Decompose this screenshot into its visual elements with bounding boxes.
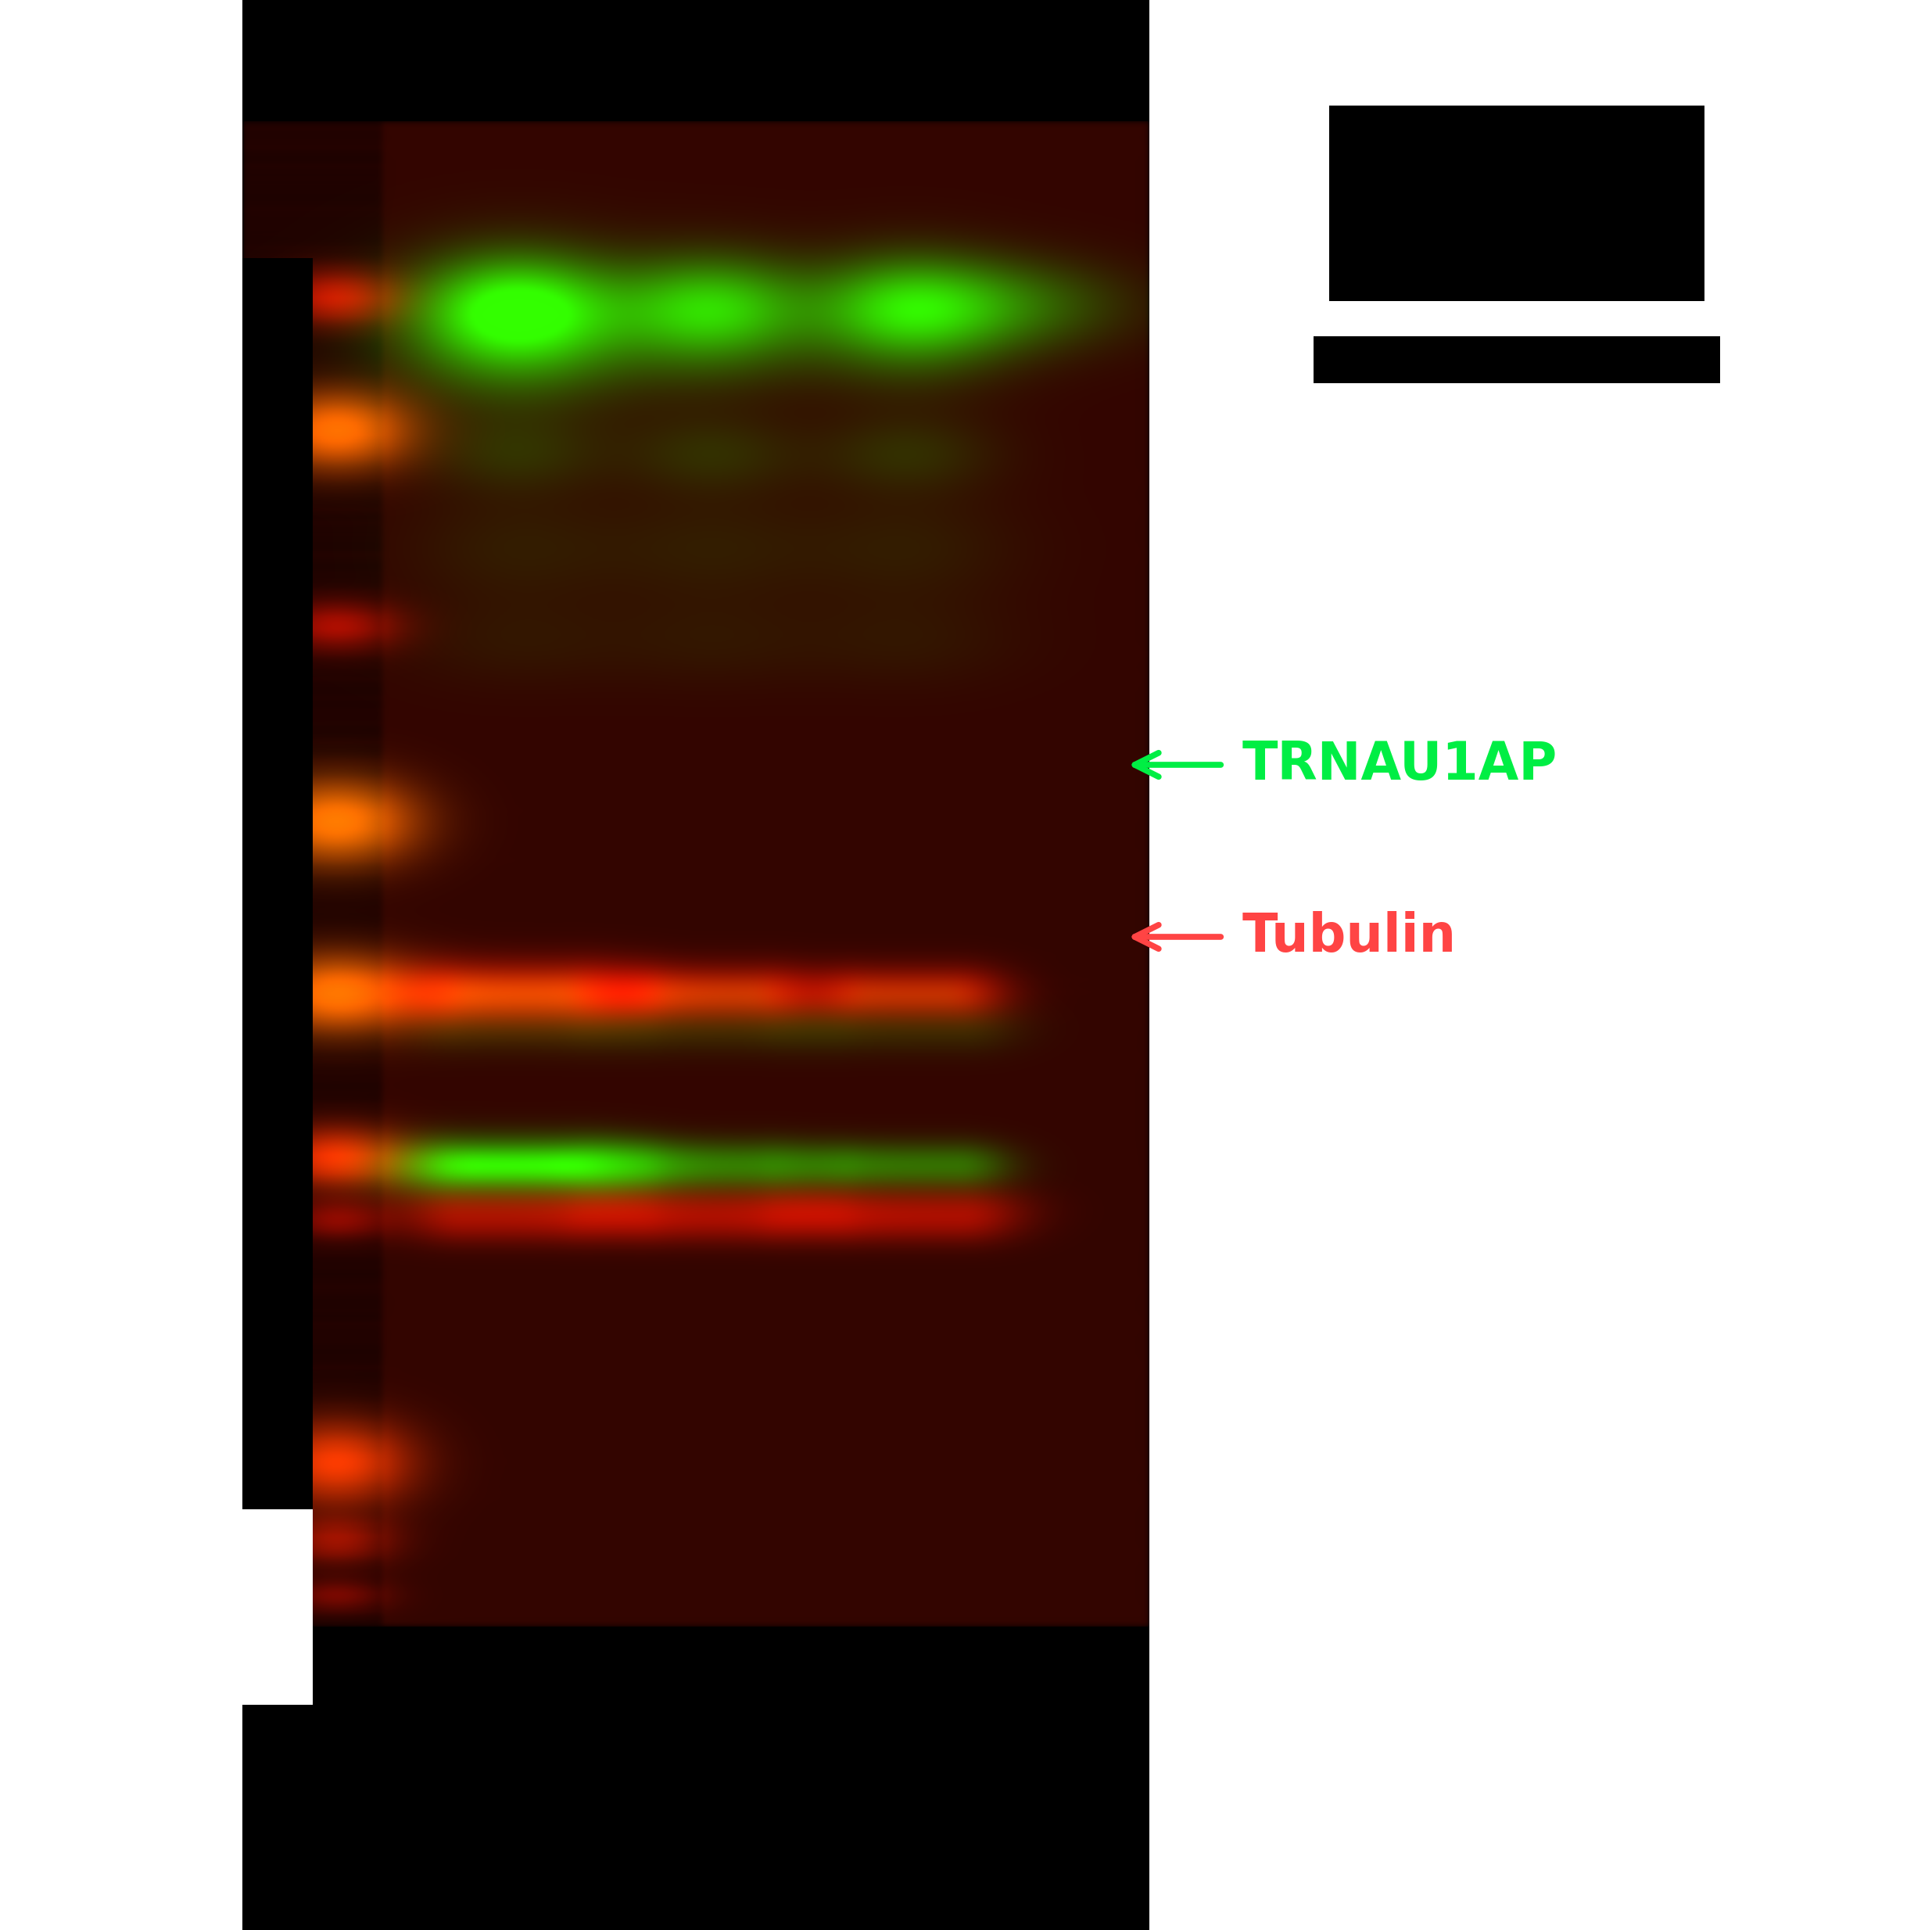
Text: TRNAU1AP: TRNAU1AP: [1242, 739, 1557, 791]
Bar: [0, 259, 242, 1509]
Bar: [1314, 336, 1719, 384]
Bar: [1150, 0, 1932, 1930]
Bar: [0, 0, 242, 1930]
Bar: [0, 1509, 313, 1930]
Text: Tubulin: Tubulin: [1242, 911, 1457, 963]
Bar: [242, 259, 313, 1509]
Bar: [242, 0, 1150, 122]
Bar: [1329, 106, 1704, 301]
Bar: [0, 0, 242, 259]
Bar: [242, 1704, 477, 1930]
Bar: [242, 1627, 1150, 1930]
